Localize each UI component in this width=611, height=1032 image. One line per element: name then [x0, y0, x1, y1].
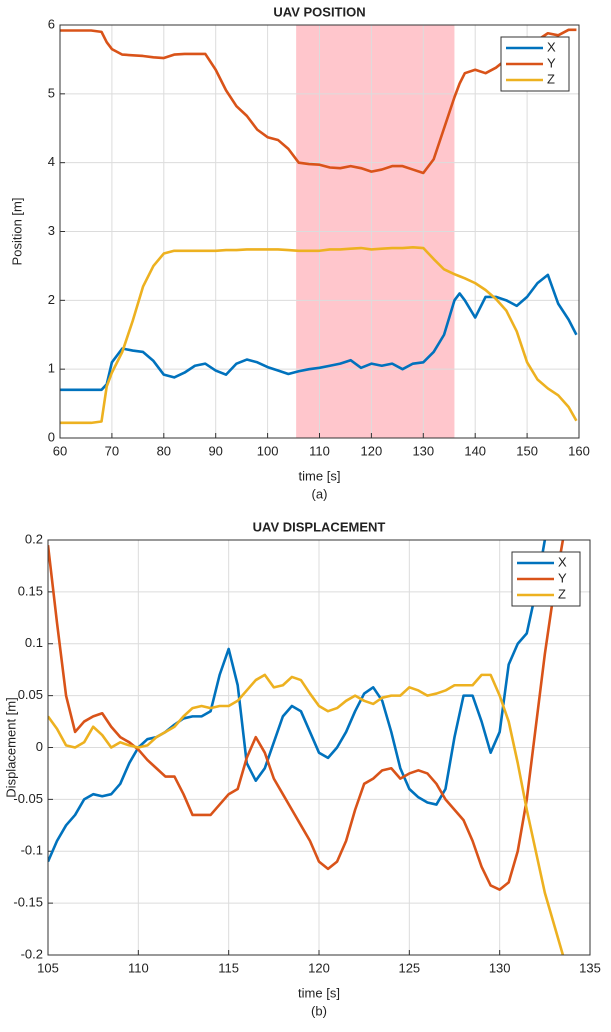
series-line — [48, 540, 547, 863]
y-tick-label: 2 — [48, 292, 55, 307]
chart-title: UAV DISPLACEMENT — [253, 519, 386, 534]
x-tick-label: 150 — [516, 443, 538, 458]
x-tick-label: 125 — [398, 960, 420, 975]
y-tick-label: 3 — [48, 223, 55, 238]
plot-lines — [48, 540, 565, 955]
x-tick-label: 90 — [208, 443, 222, 458]
series-line — [60, 28, 577, 175]
x-tick-label: 135 — [579, 960, 601, 975]
x-tick-label: 110 — [309, 443, 330, 458]
y-tick-label: 0 — [36, 739, 43, 754]
x-tick-label: 120 — [308, 960, 330, 975]
series-line — [60, 246, 578, 425]
x-tick-label: 80 — [157, 443, 171, 458]
y-tick-label: -0.1 — [21, 843, 43, 858]
legend-label: X — [547, 39, 556, 54]
y-tick-label: 0 — [48, 429, 55, 444]
legend-label: Y — [547, 55, 556, 70]
legend-label: Y — [558, 570, 567, 585]
x-tick-label: 130 — [489, 960, 511, 975]
y-axis-label: Position [m] — [9, 198, 24, 266]
plot-lines — [60, 28, 578, 425]
axes-frame — [47, 539, 591, 956]
legend-label: Z — [558, 586, 566, 601]
y-tick-label: 1 — [48, 361, 55, 376]
x-tick-label: 160 — [568, 443, 590, 458]
y-tick-label: 0.05 — [18, 687, 43, 702]
x-tick-label: 105 — [37, 960, 59, 975]
legend-label: X — [558, 554, 567, 569]
x-tick-label: 110 — [128, 960, 149, 975]
y-tick-label: 5 — [48, 85, 55, 100]
x-tick-label: 60 — [53, 443, 67, 458]
x-tick-label: 100 — [257, 443, 279, 458]
y-tick-label: -0.15 — [13, 895, 43, 910]
caption: (b) — [311, 1003, 327, 1018]
y-axis-label: Displacement [m] — [3, 697, 18, 797]
chart-title: UAV POSITION — [273, 4, 365, 19]
y-tick-label: -0.2 — [21, 946, 43, 961]
x-axis-label: time [s] — [298, 985, 340, 1000]
x-tick-label: 70 — [105, 443, 119, 458]
y-tick-label: 0.15 — [18, 583, 43, 598]
legend-label: Z — [547, 71, 555, 86]
y-tick-label: 0.1 — [25, 635, 43, 650]
x-tick-label: 140 — [464, 443, 486, 458]
x-tick-label: 115 — [218, 960, 239, 975]
y-tick-label: 0.2 — [25, 531, 43, 546]
x-tick-label: 130 — [412, 443, 434, 458]
y-tick-label: 4 — [48, 154, 55, 169]
caption: (a) — [312, 486, 328, 501]
x-axis-label: time [s] — [299, 468, 341, 483]
y-tick-label: 6 — [48, 16, 55, 31]
series-line — [48, 673, 565, 955]
axes-frame — [59, 24, 580, 439]
y-tick-label: -0.05 — [13, 791, 43, 806]
x-tick-label: 120 — [361, 443, 383, 458]
